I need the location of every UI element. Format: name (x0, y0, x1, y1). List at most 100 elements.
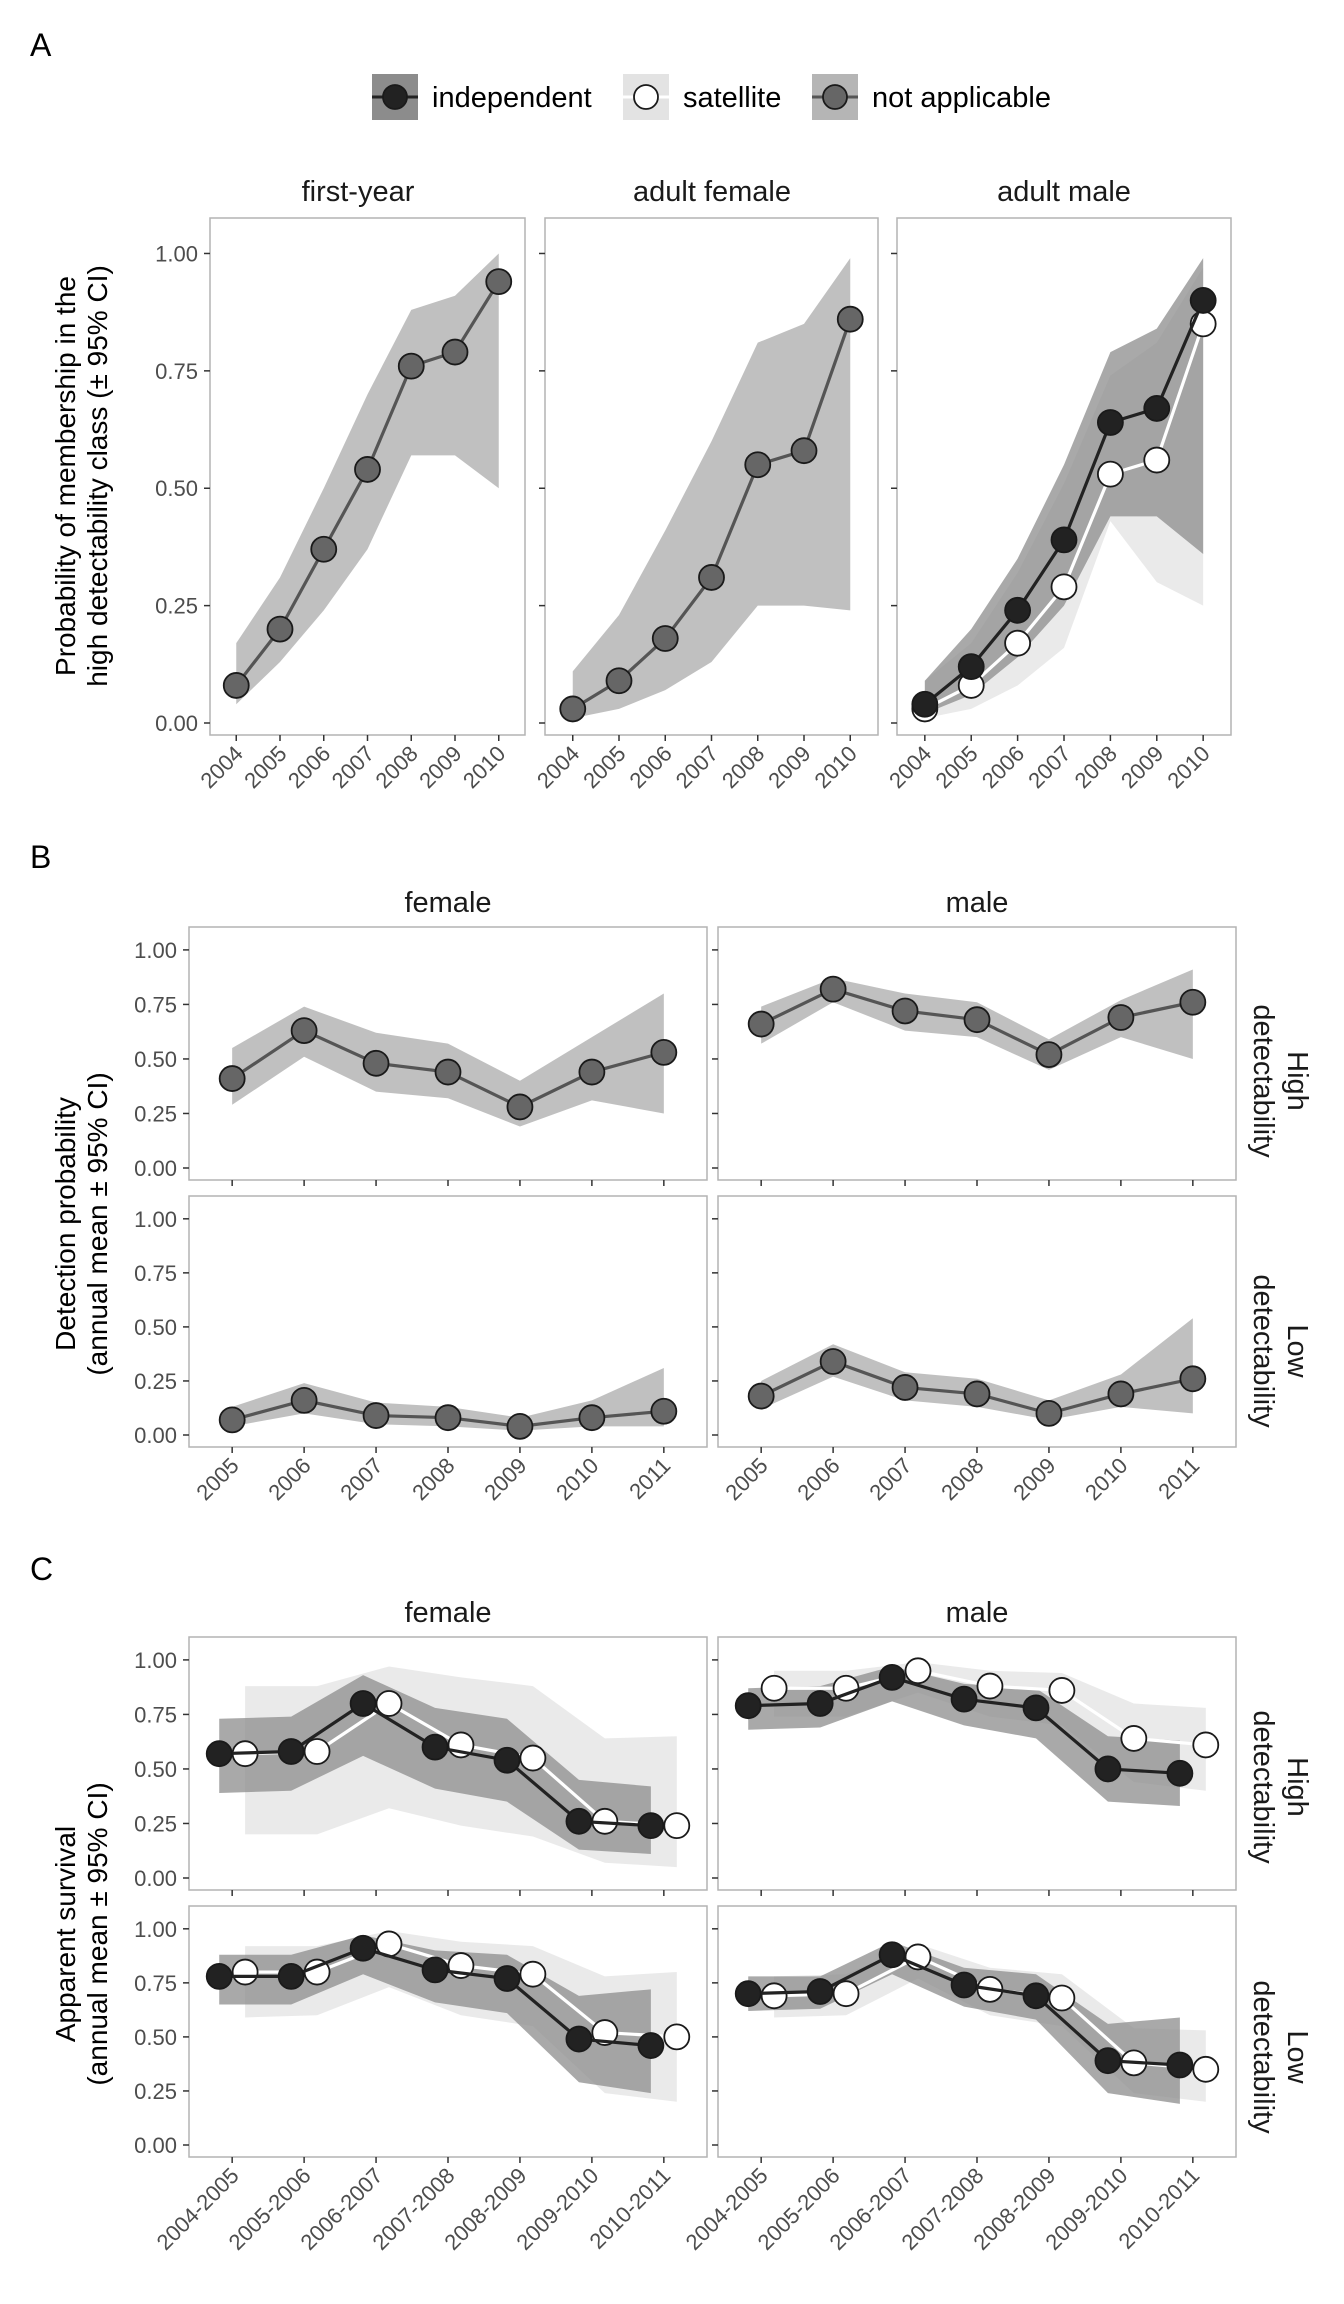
data-point-independent (205, 1740, 233, 1768)
x-tick-label: 2005 (720, 1453, 772, 1505)
data-point-satellite (976, 1672, 1004, 1700)
data-point-independent (1166, 1759, 1194, 1787)
x-tick-label: 2009 (763, 741, 815, 793)
panel-c: 0.00 0.25 0.50 0.75 1.00 0.00 0.25 0.50 0.75 1.00… (134, 1636, 1237, 2255)
data-point-satellite (591, 2019, 619, 2046)
data-point-satellite (832, 1980, 860, 2008)
data-point-satellite (1096, 460, 1124, 488)
data-point-not-applicable (222, 672, 250, 699)
data-point-satellite (760, 1982, 788, 2010)
facet (712, 926, 1237, 1186)
panel-c-strip-male: male (946, 1597, 1009, 1629)
y-tick-label: 0.75 (134, 1971, 177, 1996)
panel-b-row-strip-low-line1: Low (1281, 1324, 1313, 1378)
x-tick-label: 2007 (671, 741, 723, 793)
panel-c-row-strip-low-line2: detectability (1247, 1980, 1279, 2134)
data-point-independent (1166, 2051, 1194, 2079)
x-tick-label: 2008 (370, 741, 422, 793)
x-tick-label: 2008 (717, 741, 769, 793)
data-point-satellite (904, 1657, 932, 1685)
legend-label: not applicable (872, 82, 1051, 114)
panel-b: 0.00 0.25 0.50 0.75 1.00 0.00 0.25 0.50 0.75 1.00… (134, 926, 1237, 1505)
data-point-independent (349, 1934, 377, 1962)
data-point-independent (349, 1690, 377, 1717)
legend-key-point (633, 84, 659, 110)
x-tick-label: 2006 (283, 741, 335, 793)
data-point-independent (1050, 526, 1078, 554)
panel-c-strip-female: female (404, 1597, 491, 1629)
y-tick-label: 0.25 (134, 1811, 177, 1836)
x-tick-label: 2005 (239, 741, 291, 793)
y-tick-label: 0.50 (134, 1047, 177, 1072)
data-point-not-applicable (354, 456, 381, 483)
data-point-not-applicable (506, 1412, 534, 1440)
data-point-not-applicable (1107, 1004, 1135, 1031)
panel-a: 0.000.250.500.751.0020042005200620072008… (155, 217, 1232, 793)
y-tick-label: 0.50 (134, 1315, 177, 1340)
panel-label-a: A (30, 27, 52, 63)
x-tick-label: 2006 (792, 1453, 844, 1505)
x-tick-label: 2008 (407, 1453, 459, 1505)
panel-a-strip-adult-male: adult male (997, 176, 1131, 208)
data-point-independent (277, 1962, 305, 1990)
data-point-independent (806, 1978, 834, 2005)
x-tick-label: 2009 (479, 1453, 531, 1505)
facet-frame (717, 926, 1237, 1181)
data-point-satellite (1120, 1725, 1148, 1752)
data-point-not-applicable (963, 1006, 991, 1034)
data-point-not-applicable (362, 1049, 390, 1077)
data-point-not-applicable (290, 1387, 318, 1414)
panel-a-strip-first-year: first-year (302, 176, 415, 208)
ci-band-satellite (774, 1943, 1206, 2102)
data-point-independent (1004, 596, 1032, 624)
x-tick-label: 2007 (864, 1453, 916, 1505)
legend-item-satellite: satellite (623, 74, 781, 120)
x-tick-label: 2005 (930, 741, 982, 793)
panel-b-row-strip-low-line2: detectability (1247, 1274, 1279, 1428)
plot-area: 0.000.250.500.751.0020042005200620072008… (134, 217, 1237, 2255)
x-tick-label: 2008 (936, 1453, 988, 1505)
y-tick-label: 0.75 (134, 992, 177, 1017)
panel-b-y-axis-title-line2: (annual mean ± 95% CI) (82, 1072, 113, 1375)
panel-a-strip-adult-female: adult female (633, 176, 791, 208)
data-point-satellite (303, 1738, 331, 1765)
x-tick-label: 2010 (1162, 741, 1214, 793)
x-tick-label: 2010 (458, 741, 510, 793)
panel-c-row-strip-low-line1: Low (1281, 2030, 1313, 2084)
panel-b-strip-female: female (404, 887, 491, 919)
data-point-satellite (760, 1674, 788, 1702)
ci-band-not-applicable (572, 258, 851, 719)
facet: 0.00 0.25 0.50 0.75 1.00 (134, 1636, 708, 1896)
x-tick-label: 2006 (977, 741, 1029, 793)
data-point-not-applicable (836, 305, 864, 333)
y-tick-label: 0.00 (134, 1156, 177, 1181)
data-point-satellite (663, 2023, 691, 2051)
panel-b-y-axis-title-line1: Detection probability (50, 1097, 81, 1351)
data-point-not-applicable (266, 615, 294, 643)
y-tick-label: 1.00 (134, 1917, 177, 1942)
facet (712, 1636, 1237, 1896)
legend-key-point (382, 84, 408, 110)
y-tick-label: 1.00 (134, 938, 177, 963)
data-point-not-applicable (218, 1406, 246, 1434)
panel-c-y-axis-title-line1: Apparent survival (50, 1826, 81, 2042)
data-point-independent (806, 1690, 834, 1717)
data-point-not-applicable (747, 1382, 775, 1410)
x-tick-label: 2005 (191, 1453, 243, 1505)
y-tick-label: 0.25 (155, 594, 198, 619)
panel-c-y-axis-title-line2: (annual mean ± 95% CI) (82, 1782, 113, 2085)
y-tick-label: 0.25 (134, 1369, 177, 1394)
data-point-independent (277, 1738, 305, 1765)
data-point-not-applicable (651, 625, 679, 652)
x-tick-label: 2007 (1023, 741, 1075, 793)
data-point-independent (911, 690, 939, 718)
legend-label: independent (432, 82, 592, 114)
y-tick-label: 0.25 (134, 2079, 177, 2104)
data-point-not-applicable (891, 1374, 919, 1401)
data-point-independent (878, 1941, 906, 1969)
data-point-not-applicable (441, 338, 469, 366)
data-point-independent (734, 1980, 762, 2008)
facet: 0.00 0.25 0.50 0.75 1.00 2005 2006 2007 2008 2009… (134, 1195, 708, 1505)
data-point-not-applicable (434, 1404, 462, 1432)
